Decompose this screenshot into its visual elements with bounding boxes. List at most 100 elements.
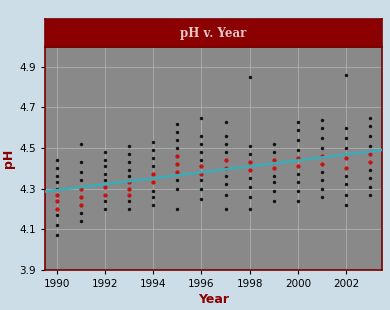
- Point: [78, 202, 84, 207]
- Point: [126, 180, 132, 185]
- Point: [343, 166, 349, 171]
- Point: [246, 184, 253, 189]
- Point: [222, 119, 229, 124]
- Point: [126, 186, 132, 191]
- Point: [126, 152, 132, 157]
- Point: [174, 206, 181, 211]
- Point: [222, 192, 229, 197]
- Point: [54, 212, 60, 217]
- Point: [102, 164, 108, 169]
- Point: [126, 160, 132, 165]
- Point: [78, 186, 84, 191]
- Point: [174, 170, 181, 175]
- Point: [150, 202, 156, 207]
- Point: [78, 194, 84, 199]
- Point: [343, 125, 349, 130]
- Point: [246, 194, 253, 199]
- Point: [343, 174, 349, 179]
- Point: [271, 198, 277, 203]
- Point: [271, 188, 277, 193]
- Point: [199, 164, 205, 169]
- Point: [78, 141, 84, 146]
- Point: [150, 180, 156, 185]
- Point: [367, 168, 373, 173]
- Point: [199, 172, 205, 177]
- Point: [78, 178, 84, 183]
- Point: [54, 158, 60, 163]
- Point: [222, 166, 229, 171]
- Point: [222, 182, 229, 187]
- Point: [367, 160, 373, 165]
- Point: [271, 158, 277, 163]
- Point: [271, 174, 277, 179]
- Point: [319, 162, 325, 167]
- Point: [199, 172, 205, 177]
- Point: [54, 198, 60, 203]
- Point: [222, 174, 229, 179]
- Point: [102, 178, 108, 183]
- Point: [54, 192, 60, 197]
- Point: [271, 166, 277, 171]
- Point: [319, 153, 325, 158]
- Point: [295, 198, 301, 203]
- Point: [102, 198, 108, 203]
- Point: [246, 168, 253, 173]
- X-axis label: Year: Year: [198, 293, 229, 306]
- Point: [343, 166, 349, 171]
- Point: [246, 176, 253, 181]
- Point: [319, 170, 325, 175]
- Point: [295, 164, 301, 169]
- Point: [343, 156, 349, 161]
- Point: [78, 194, 84, 199]
- Point: [174, 153, 181, 158]
- Point: [367, 133, 373, 138]
- Point: [367, 115, 373, 120]
- Point: [78, 219, 84, 224]
- Point: [367, 123, 373, 128]
- Point: [246, 168, 253, 173]
- Point: [150, 156, 156, 161]
- Point: [295, 156, 301, 161]
- Point: [222, 158, 229, 163]
- Point: [246, 206, 253, 211]
- Point: [199, 164, 205, 169]
- Point: [54, 180, 60, 185]
- Point: [150, 172, 156, 177]
- Point: [199, 149, 205, 154]
- Point: [199, 158, 205, 163]
- Point: [54, 223, 60, 228]
- Point: [174, 145, 181, 150]
- Y-axis label: pH: pH: [2, 148, 15, 168]
- Point: [222, 141, 229, 146]
- Point: [126, 174, 132, 179]
- Point: [54, 198, 60, 203]
- Point: [174, 162, 181, 167]
- Point: [246, 160, 253, 165]
- Point: [367, 176, 373, 181]
- Point: [319, 178, 325, 183]
- Point: [295, 188, 301, 193]
- Point: [150, 188, 156, 193]
- Point: [367, 144, 373, 148]
- Point: [78, 160, 84, 165]
- Point: [295, 119, 301, 124]
- Point: [295, 164, 301, 169]
- Point: [126, 206, 132, 211]
- Point: [102, 206, 108, 211]
- Point: [174, 121, 181, 126]
- Point: [174, 129, 181, 134]
- Point: [367, 192, 373, 197]
- Point: [343, 73, 349, 78]
- Point: [319, 162, 325, 167]
- Point: [126, 186, 132, 191]
- Point: [246, 152, 253, 157]
- Point: [343, 156, 349, 161]
- Point: [343, 202, 349, 207]
- Point: [102, 184, 108, 189]
- Point: [319, 194, 325, 199]
- Point: [102, 158, 108, 163]
- Point: [199, 196, 205, 201]
- Point: [102, 172, 108, 177]
- Point: [54, 166, 60, 171]
- Point: [199, 141, 205, 146]
